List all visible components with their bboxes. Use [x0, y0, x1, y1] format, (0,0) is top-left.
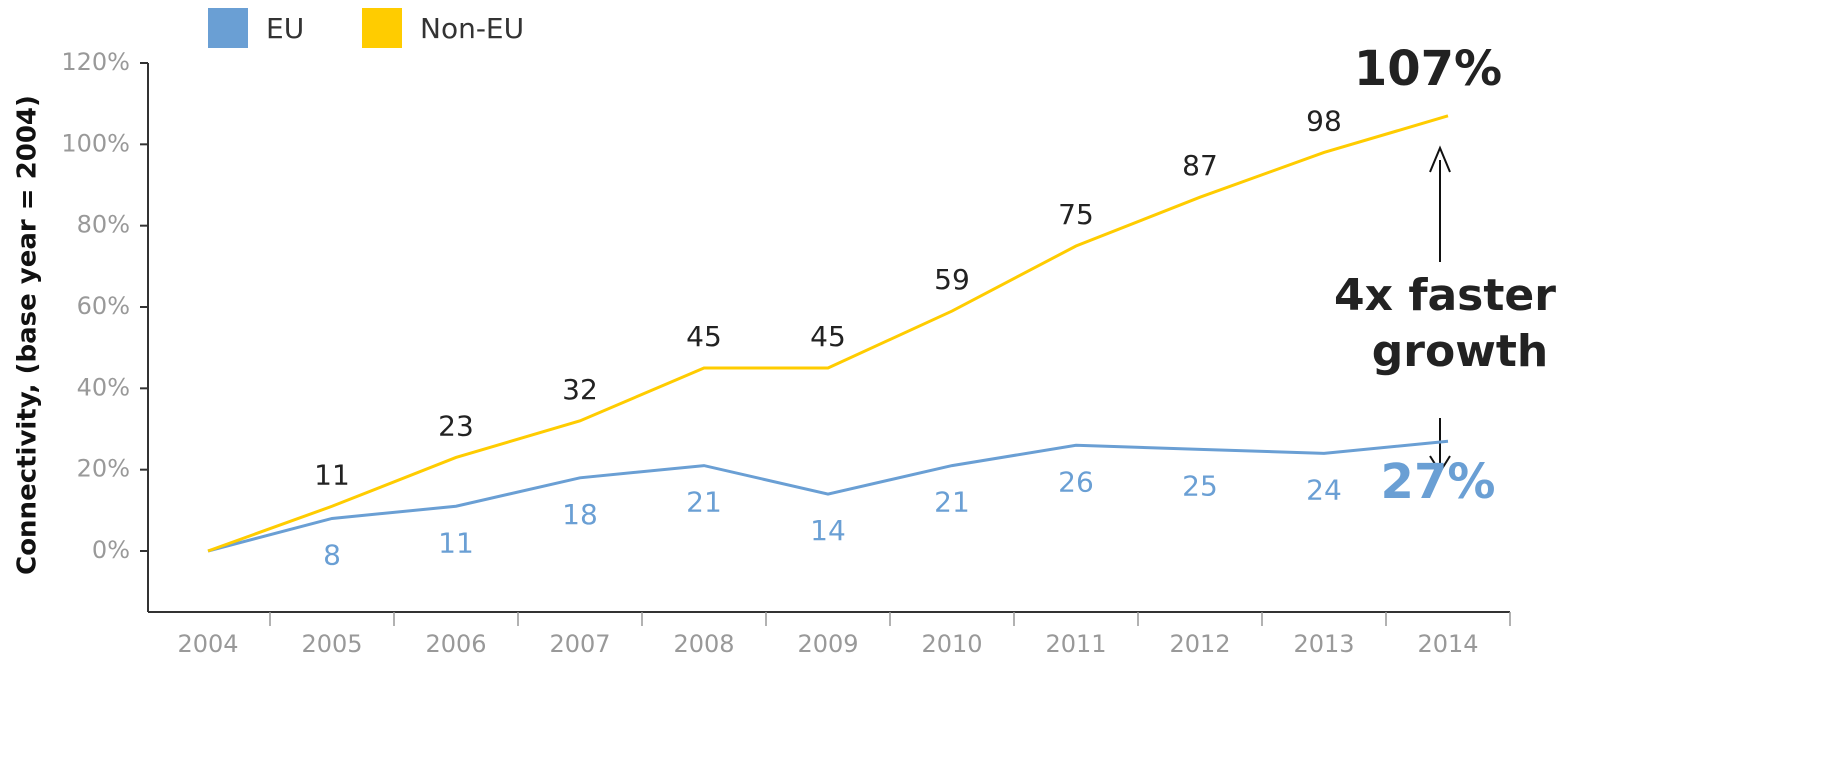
data-label: 25	[1182, 469, 1218, 502]
data-label: 59	[934, 263, 970, 296]
y-tick-label: 0%	[92, 536, 130, 564]
x-tick-label: 2011	[1045, 630, 1106, 658]
data-label: 98	[1306, 104, 1342, 137]
legend-swatch	[208, 8, 248, 48]
data-label: 32	[562, 373, 598, 406]
data-label: 75	[1058, 198, 1094, 231]
x-tick-label: 2012	[1169, 630, 1230, 658]
y-axis-label: Connectivity, (base year = 2004)	[13, 95, 43, 575]
data-label: 21	[934, 486, 970, 519]
x-tick-label: 2004	[177, 630, 238, 658]
data-label: 23	[438, 409, 474, 442]
data-label: 26	[1058, 465, 1094, 498]
series-line	[207, 439, 1449, 553]
data-label: 87	[1182, 149, 1218, 182]
data-label: 11	[314, 458, 350, 491]
x-tick-label: 2010	[921, 630, 982, 658]
x-tick-label: 2008	[673, 630, 734, 658]
data-label: 24	[1306, 473, 1342, 506]
data-label: 27%	[1381, 454, 1496, 510]
y-tick-label: 100%	[61, 129, 130, 157]
x-tick-label: 2009	[797, 630, 858, 658]
y-tick-label: 120%	[61, 48, 130, 76]
legend-swatch	[362, 8, 402, 48]
arrow-head	[1429, 145, 1451, 173]
data-label: 11	[438, 526, 474, 559]
arrow-head	[1429, 455, 1451, 474]
y-tick-label: 80%	[77, 211, 130, 239]
data-label: 45	[686, 320, 722, 353]
y-tick-label: 40%	[77, 373, 130, 401]
annotation: 4x faster	[1334, 270, 1556, 321]
x-tick-label: 2007	[549, 630, 610, 658]
x-tick-label: 2013	[1293, 630, 1354, 658]
legend-label: Non-EU	[420, 12, 524, 45]
data-label: 8	[323, 538, 341, 571]
legend-label: EU	[266, 12, 304, 45]
y-tick-label: 60%	[77, 292, 130, 320]
data-label: 21	[686, 486, 722, 519]
series-line	[207, 114, 1449, 553]
data-label: 107%	[1354, 41, 1502, 97]
y-tick-label: 20%	[77, 455, 130, 483]
x-tick-label: 2005	[301, 630, 362, 658]
x-tick-label: 2014	[1417, 630, 1478, 658]
data-label: 14	[810, 514, 846, 547]
data-label: 45	[810, 320, 846, 353]
data-label: 18	[562, 498, 598, 531]
x-tick-label: 2006	[425, 630, 486, 658]
annotation: growth	[1372, 326, 1548, 377]
